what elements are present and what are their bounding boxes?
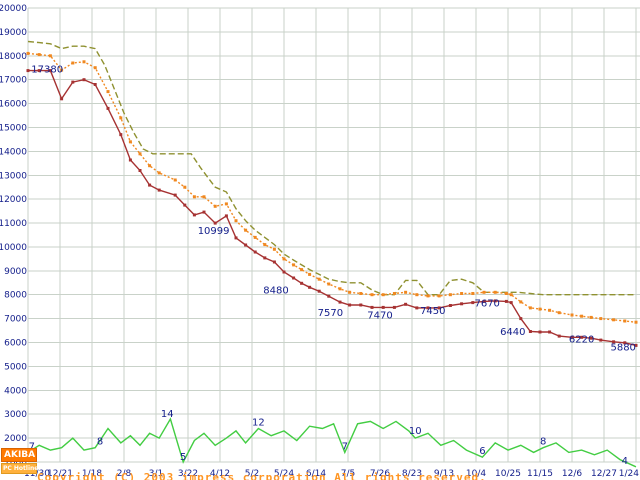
series-shop_count <box>27 417 637 468</box>
svg-text:11000: 11000 <box>0 219 27 229</box>
svg-text:4: 4 <box>622 456 628 467</box>
svg-text:7/5: 7/5 <box>341 469 355 479</box>
svg-text:8000: 8000 <box>4 291 27 301</box>
svg-text:5880: 5880 <box>610 342 635 353</box>
svg-text:11/15: 11/15 <box>527 469 553 479</box>
svg-text:7450: 7450 <box>420 306 445 317</box>
y-axis-labels: 1000200030004000500060007000800090001000… <box>0 4 27 468</box>
akiba-logo: AKIBA PC Hotline! <box>1 448 42 474</box>
svg-text:12/27: 12/27 <box>591 469 617 479</box>
svg-text:7000: 7000 <box>4 315 27 325</box>
svg-text:15000: 15000 <box>0 123 27 133</box>
svg-text:17380: 17380 <box>31 65 63 76</box>
svg-text:12/6: 12/6 <box>562 469 582 479</box>
copyright-text: Copyright (C) 2003 impress corporation A… <box>37 471 487 480</box>
svg-text:12/21: 12/21 <box>47 469 73 479</box>
svg-text:4000: 4000 <box>4 386 27 396</box>
watermark-footer: AKIBA PC Hotline! Copyright (C) 2003 imp… <box>0 446 640 480</box>
svg-text:8/23: 8/23 <box>402 469 422 479</box>
svg-text:4/12: 4/12 <box>210 469 230 479</box>
svg-text:6: 6 <box>479 446 485 457</box>
svg-text:5/24: 5/24 <box>274 469 294 479</box>
copyright-block: Copyright (C) 2003 impress corporation A… <box>37 448 487 480</box>
svg-text:5: 5 <box>180 452 186 463</box>
svg-text:7: 7 <box>29 441 35 452</box>
svg-text:8: 8 <box>97 437 103 448</box>
svg-text:17000: 17000 <box>0 76 27 86</box>
svg-text:7570: 7570 <box>318 308 343 319</box>
svg-text:7: 7 <box>342 441 348 452</box>
svg-text:10999: 10999 <box>198 226 230 237</box>
akiba-logo-bottom: PC Hotline! <box>1 463 42 474</box>
svg-text:6440: 6440 <box>500 327 525 338</box>
series-average_price <box>27 52 637 323</box>
svg-text:7470: 7470 <box>367 310 392 321</box>
svg-text:10000: 10000 <box>0 243 27 253</box>
svg-text:6/14: 6/14 <box>306 469 326 479</box>
svg-text:6220: 6220 <box>569 334 594 345</box>
svg-text:3000: 3000 <box>4 410 27 420</box>
svg-text:18000: 18000 <box>0 52 27 62</box>
svg-text:8480: 8480 <box>263 285 288 296</box>
svg-text:6000: 6000 <box>4 339 27 349</box>
svg-text:3/22: 3/22 <box>178 469 198 479</box>
svg-text:16000: 16000 <box>0 100 27 110</box>
series-lowest_price <box>28 69 637 347</box>
svg-text:13000: 13000 <box>0 171 27 181</box>
svg-text:14000: 14000 <box>0 147 27 157</box>
svg-text:2000: 2000 <box>4 434 27 444</box>
svg-text:7670: 7670 <box>474 299 499 310</box>
svg-text:9000: 9000 <box>4 267 27 277</box>
svg-text:1/18: 1/18 <box>82 469 102 479</box>
svg-text:3/1: 3/1 <box>149 469 163 479</box>
svg-text:10: 10 <box>409 426 422 437</box>
svg-text:12: 12 <box>252 418 265 429</box>
svg-text:9/13: 9/13 <box>434 469 454 479</box>
akiba-logo-top: AKIBA <box>1 448 37 462</box>
svg-text:11/30: 11/30 <box>24 469 50 479</box>
svg-text:7/26: 7/26 <box>370 469 390 479</box>
svg-text:19000: 19000 <box>0 28 27 38</box>
svg-text:14: 14 <box>161 409 174 420</box>
svg-text:2/8: 2/8 <box>117 469 132 479</box>
svg-text:10/25: 10/25 <box>495 469 521 479</box>
svg-text:10/4: 10/4 <box>466 469 486 479</box>
svg-text:5000: 5000 <box>4 362 27 372</box>
svg-text:20000: 20000 <box>0 4 27 14</box>
svg-text:8: 8 <box>540 437 546 448</box>
svg-text:12000: 12000 <box>0 195 27 205</box>
grid <box>27 7 640 463</box>
series-lines <box>26 40 638 468</box>
svg-text:1/24: 1/24 <box>619 469 639 479</box>
svg-text:5/2: 5/2 <box>245 469 259 479</box>
